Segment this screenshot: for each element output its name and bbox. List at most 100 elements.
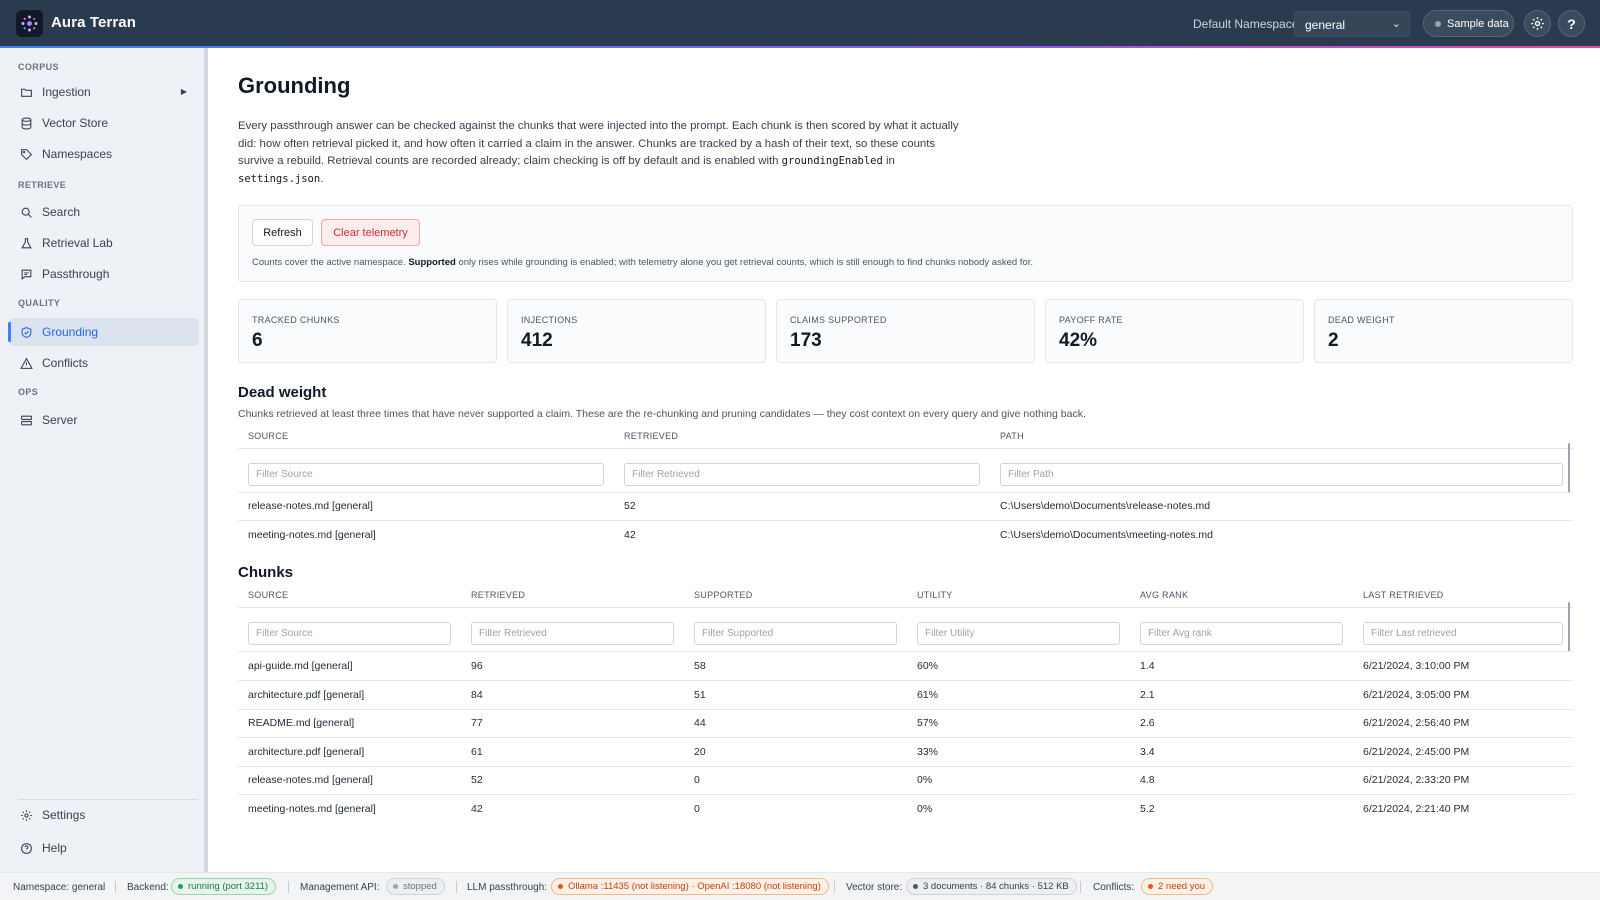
filter-retrieved-input[interactable]: Filter Retrieved (471, 622, 674, 645)
sidebar-item-conflicts[interactable]: Conflicts (9, 349, 199, 377)
sidebar-item-label: Retrieval Lab (42, 236, 113, 250)
filter-last-retrieved-input[interactable]: Filter Last retrieved (1363, 622, 1563, 645)
sidebar-item-ingestion[interactable]: Ingestion ▶ (9, 78, 199, 106)
table-row-divider (238, 520, 1573, 521)
namespace-select[interactable]: general ⌄ (1294, 11, 1410, 37)
sidebar-item-label: Settings (42, 808, 86, 822)
table-scrollbar[interactable] (1568, 602, 1570, 652)
chunk-cell-last-retrieved: 6/21/2024, 2:33:20 PM (1363, 774, 1470, 787)
table-row-divider (238, 737, 1573, 739)
chunk-cell-last-retrieved: 6/21/2024, 2:56:40 PM (1363, 717, 1470, 730)
sidebar-item-label: Server (42, 413, 78, 427)
table-row-divider (238, 794, 1573, 796)
refresh-button[interactable]: Refresh (252, 219, 313, 246)
actions-panel: Refresh Clear telemetry Counts cover the… (238, 205, 1573, 282)
chunk-cell-source: architecture.pdf [general] (248, 745, 365, 758)
sidebar-item-settings[interactable]: Settings (9, 801, 199, 829)
chunk-cell-last-retrieved: 6/21/2024, 2:21:40 PM (1363, 803, 1470, 815)
shield-check-icon (19, 325, 33, 339)
stat-card-claims-supported: CLAIMS SUPPORTED 173 (776, 299, 1035, 363)
column-header-last-retrieved[interactable]: LAST RETRIEVED (1363, 590, 1444, 600)
backend-status-badge[interactable]: running (port 3211) (171, 878, 277, 895)
help-button[interactable]: ? (1558, 10, 1585, 37)
column-header-avg-rank[interactable]: AVG RANK (1140, 590, 1189, 600)
dead-weight-cell-path: C:\Users\demo\Documents\release-notes.md (1000, 500, 1211, 512)
column-header-retrieved[interactable]: RETRIEVED (471, 590, 526, 600)
status-separator (834, 881, 835, 893)
filter-avg-rank-input[interactable]: Filter Avg rank (1140, 622, 1343, 645)
sidebar-item-namespaces[interactable]: Namespaces (9, 140, 199, 168)
chunk-cell-retrieved: 96 (471, 660, 483, 672)
clear-telemetry-button[interactable]: Clear telemetry (321, 219, 420, 246)
conflicts-status-badge[interactable]: 2 need you (1141, 878, 1214, 895)
sidebar-item-label: Conflicts (42, 356, 89, 370)
chunk-cell-avg-rank: 1.4 (1140, 660, 1155, 672)
gear-icon (1531, 17, 1544, 30)
filter-path-input[interactable]: Filter Path (1000, 463, 1563, 486)
chunk-cell-utility: 0% (917, 803, 933, 815)
status-dot-icon (558, 884, 563, 889)
sample-data-button[interactable]: Sample data (1423, 10, 1514, 37)
chunk-cell-supported: 20 (694, 745, 706, 758)
chunk-cell-avg-rank: 4.8 (1140, 774, 1155, 787)
status-dot-icon (1435, 20, 1441, 27)
dead-weight-cell-retrieved: 52 (624, 500, 636, 512)
column-header-retrieved[interactable]: RETRIEVED (624, 431, 679, 441)
llm-passthrough-status-badge[interactable]: Ollama :11435 (not listening) · OpenAI :… (551, 878, 829, 895)
table-scrollbar[interactable] (1568, 443, 1570, 493)
filter-source-input[interactable]: Filter Source (248, 622, 451, 645)
sidebar-item-help[interactable]: Help (9, 834, 199, 862)
management-api-status-text: stopped (403, 881, 437, 892)
search-icon (19, 205, 33, 219)
stat-value: 412 (521, 330, 553, 351)
column-header-utility[interactable]: UTILITY (917, 590, 953, 600)
top-bar: Aura Terran Default Namespace general ⌄ … (0, 0, 1600, 46)
chunk-cell-supported: 51 (694, 688, 706, 701)
dead-weight-cell-path: C:\Users\demo\Documents\meeting-notes.md (1000, 529, 1213, 541)
status-vector-label: Vector store: (846, 882, 903, 893)
sidebar-item-vector-store[interactable]: Vector Store (9, 109, 199, 137)
dead-weight-cell-retrieved: 42 (624, 529, 636, 541)
dead-weight-cell-source: release-notes.md [general] (248, 500, 373, 512)
sidebar-item-retrieval-lab[interactable]: Retrieval Lab (9, 229, 199, 257)
chunk-cell-utility: 61% (917, 688, 939, 701)
main-content: Grounding Every passthrough answer can b… (208, 48, 1600, 872)
intro-text: . (320, 172, 324, 185)
chunk-cell-retrieved: 52 (471, 774, 483, 787)
chunk-cell-last-retrieved: 6/21/2024, 3:10:00 PM (1363, 660, 1470, 672)
stat-card-tracked-chunks: TRACKED CHUNKS 6 (238, 299, 497, 363)
column-header-source[interactable]: SOURCE (248, 590, 289, 600)
intro-code-file: settings.json (238, 172, 321, 185)
stat-value: 2 (1328, 330, 1339, 351)
status-separator (1080, 881, 1081, 893)
chunk-cell-source: release-notes.md [general] (248, 774, 373, 787)
chunk-cell-source: api-guide.md [general] (248, 660, 353, 672)
chevron-down-icon: ⌄ (1391, 18, 1401, 30)
chunk-cell-utility: 57% (917, 717, 939, 730)
sidebar-item-label: Namespaces (42, 147, 113, 161)
stat-value: 173 (790, 330, 822, 351)
filter-retrieved-input[interactable]: Filter Retrieved (624, 463, 980, 486)
filter-source-input[interactable]: Filter Source (248, 463, 604, 486)
table-row-divider (238, 680, 1573, 681)
column-header-supported[interactable]: SUPPORTED (694, 590, 753, 600)
filter-utility-input[interactable]: Filter Utility (917, 622, 1120, 645)
sidebar-section-ops: OPS (18, 387, 39, 397)
sidebar-item-label: Ingestion (42, 85, 91, 99)
chunk-cell-utility: 33% (917, 745, 939, 758)
chunk-cell-avg-rank: 2.6 (1140, 717, 1155, 730)
column-header-source[interactable]: SOURCE (248, 431, 289, 441)
vector-store-status-badge[interactable]: 3 documents · 84 chunks · 512 KB (906, 878, 1077, 895)
sidebar-item-label: Grounding (42, 325, 99, 339)
status-dot-icon (393, 884, 398, 889)
sidebar-item-grounding[interactable]: Grounding (8, 318, 199, 346)
column-header-path[interactable]: PATH (1000, 431, 1024, 441)
settings-button[interactable] (1524, 10, 1551, 37)
status-conflicts-label: Conflicts: (1093, 882, 1135, 893)
management-api-status-badge[interactable]: stopped (386, 878, 445, 895)
sidebar-item-search[interactable]: Search (9, 198, 199, 226)
sidebar-item-server[interactable]: Server (9, 406, 199, 434)
sidebar-item-passthrough[interactable]: Passthrough (9, 260, 199, 288)
filter-supported-input[interactable]: Filter Supported (694, 622, 897, 645)
table-divider (238, 651, 1573, 652)
